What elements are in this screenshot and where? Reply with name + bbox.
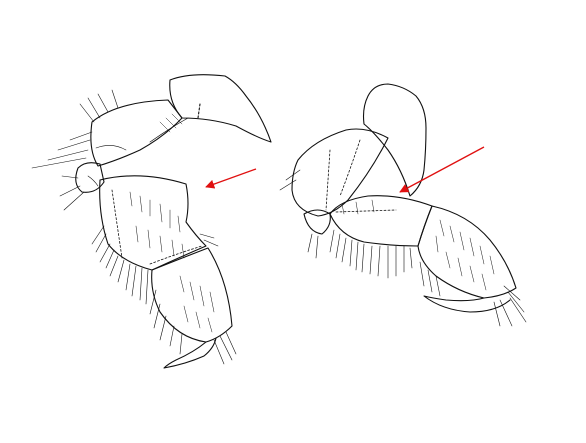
right-appendage-drawing [279, 83, 527, 327]
right-red-pointer-arrow [399, 146, 485, 193]
left-appendage-drawing [31, 74, 272, 369]
left-red-pointer-arrow [205, 168, 257, 189]
